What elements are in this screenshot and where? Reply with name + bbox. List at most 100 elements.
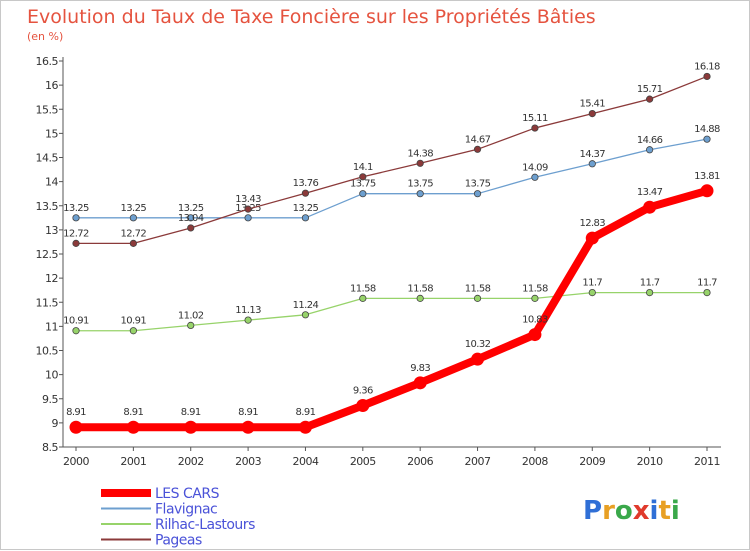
y-tick-label: 16 xyxy=(45,79,58,92)
data-point xyxy=(416,294,424,302)
series-line xyxy=(75,75,708,245)
legend-label: Rilhac-Lastours xyxy=(155,517,255,533)
proxiti-logo-text: Proxiti xyxy=(583,496,680,526)
data-point xyxy=(187,214,195,222)
y-tick-label: 12 xyxy=(45,272,58,285)
data-label: 8.91 xyxy=(181,407,201,418)
x-tick-label: 2005 xyxy=(350,455,376,468)
data-label: 13.47 xyxy=(637,187,663,198)
data-label: 14.67 xyxy=(465,134,491,145)
logo-letter: r xyxy=(602,496,615,526)
data-label: 13.75 xyxy=(407,179,433,190)
y-tick-label: 9 xyxy=(52,417,59,430)
data-point xyxy=(646,146,654,154)
data-point xyxy=(244,316,252,324)
data-point xyxy=(244,205,252,213)
data-label: 11.58 xyxy=(407,283,433,294)
x-tick-label: 2001 xyxy=(120,455,146,468)
data-label: 13.75 xyxy=(465,179,491,190)
data-point xyxy=(359,173,367,181)
x-tick-label: 2002 xyxy=(178,455,204,468)
series-3: 12.72 12.72 13.04 13.43 13.76 14.1 14.38 14.67 1… xyxy=(63,61,721,247)
y-tick-label: 8.5 xyxy=(42,441,58,454)
data-label: 13.25 xyxy=(121,203,147,214)
data-point xyxy=(646,288,654,297)
data-label: 11.7 xyxy=(697,278,717,289)
data-point xyxy=(301,311,310,319)
data-label: 16.18 xyxy=(694,61,720,72)
data-label: 14.1 xyxy=(353,162,373,173)
data-point xyxy=(72,239,80,247)
data-point xyxy=(187,321,195,330)
data-point xyxy=(643,200,657,214)
data-label: 13.76 xyxy=(293,178,319,189)
legend-label: LES CARS xyxy=(155,486,220,502)
data-point xyxy=(126,420,140,434)
data-label: 14.66 xyxy=(637,135,663,146)
axes: 8.5 9 9.5 10 10.5 11 11.5 12 12.5 13 13.5 14 14.5 15 1… xyxy=(36,55,721,468)
y-tick-label: 13.5 xyxy=(36,200,59,213)
proxiti-logo: Proxiti xyxy=(583,496,680,526)
data-point xyxy=(129,239,137,247)
y-tick-label: 10.5 xyxy=(36,345,59,358)
data-point xyxy=(588,288,596,297)
data-point xyxy=(531,124,539,132)
data-label: 13.25 xyxy=(178,203,204,214)
data-point xyxy=(69,420,83,434)
data-label: 8.91 xyxy=(66,407,86,418)
data-label: 12.72 xyxy=(121,228,147,239)
y-tick-label: 15 xyxy=(45,127,58,140)
data-label: 11.58 xyxy=(522,283,548,294)
data-point xyxy=(298,420,312,434)
x-tick-label: 2009 xyxy=(579,455,605,468)
series-0: 8.91 8.91 8.91 8.91 8.91 9.36 9.83 10.32 10.83 12… xyxy=(66,171,721,434)
data-label: 11.58 xyxy=(350,283,376,294)
data-point xyxy=(588,109,596,118)
y-tick-label: 16.5 xyxy=(36,55,59,68)
data-point xyxy=(72,327,80,335)
data-point xyxy=(244,214,252,222)
y-tick-label: 15.5 xyxy=(36,103,59,116)
x-tick-label: 2003 xyxy=(235,455,261,468)
data-point xyxy=(359,190,367,198)
data-label: 14.09 xyxy=(522,162,548,173)
logo-letter: o xyxy=(615,496,633,526)
data-label: 13.04 xyxy=(178,213,204,224)
x-tick-label: 2011 xyxy=(694,455,720,468)
data-label: 11.58 xyxy=(465,283,491,294)
y-tick-label: 13 xyxy=(45,224,58,237)
x-tick-label: 2000 xyxy=(63,455,89,468)
y-tick-label: 14.5 xyxy=(36,152,59,165)
data-point xyxy=(241,420,255,434)
series-line xyxy=(72,186,711,432)
data-label: 12.83 xyxy=(579,218,605,229)
data-label: 13.43 xyxy=(235,194,261,205)
data-point xyxy=(473,145,482,153)
series-2: 10.91 10.91 11.02 11.13 11.24 11.58 11.58 11.58… xyxy=(63,278,718,335)
data-point xyxy=(413,376,427,390)
data-point xyxy=(588,160,596,168)
chart-subtitle: (en %) xyxy=(27,30,63,43)
data-point xyxy=(301,189,310,197)
data-label: 10.91 xyxy=(63,316,89,327)
data-label: 14.88 xyxy=(694,124,720,135)
data-label: 11.02 xyxy=(178,310,204,321)
chart-title: Evolution du Taux de Taxe Foncière sur l… xyxy=(27,6,596,28)
logo-letter: i xyxy=(671,496,680,526)
data-point xyxy=(416,159,424,167)
data-point xyxy=(416,190,424,198)
data-label: 13.81 xyxy=(694,171,720,182)
data-point xyxy=(356,399,370,413)
x-tick-label: 2007 xyxy=(465,455,491,468)
y-tick-label: 12.5 xyxy=(36,248,59,261)
data-label: 8.91 xyxy=(238,407,258,418)
logo-letter: i xyxy=(650,496,659,526)
y-tick-label: 11 xyxy=(45,320,58,333)
legend-label: Flavignac xyxy=(155,502,217,518)
data-label: 15.11 xyxy=(522,113,548,124)
data-label: 10.91 xyxy=(121,316,147,327)
data-label: 11.13 xyxy=(235,305,261,316)
